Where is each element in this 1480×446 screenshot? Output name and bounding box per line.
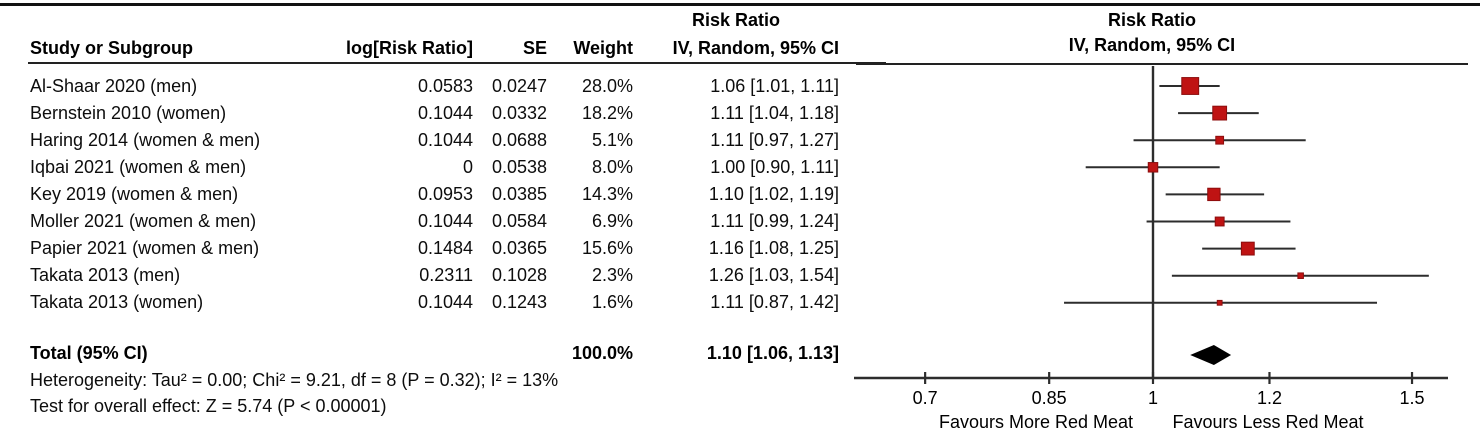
study-label: Haring 2014 (women & men): [30, 129, 261, 150]
study-row: Bernstein 2010 (women) 0.1044 0.0332 18.…: [30, 100, 839, 127]
se-value: 0.0688: [491, 129, 547, 150]
col-header-study: Study or Subgroup: [30, 38, 193, 58]
effect-marker: [1214, 216, 1225, 227]
log-risk-ratio-value: 0.1044: [417, 211, 473, 231]
study-label: Papier 2021 (women & men): [30, 238, 260, 259]
col-header-ci: IV, Random, 95% CI: [672, 38, 839, 58]
study-label: Key 2019 (women & men): [30, 183, 239, 204]
plot-header-underline: [856, 63, 1468, 65]
weight-value: 18.2%: [581, 102, 633, 123]
risk-ratio-ci-value: 1.06 [1.01, 1.11]: [710, 75, 839, 96]
weight-value: 28.0%: [581, 75, 633, 96]
study-row: Key 2019 (women & men) 0.0953 0.0385 14.…: [30, 181, 839, 208]
effect-marker: [1215, 135, 1225, 145]
risk-ratio-ci-value: 1.11 [0.97, 1.27]: [710, 129, 839, 150]
study-label: Al-Shaar 2020 (men): [30, 75, 198, 96]
study-row: Moller 2021 (women & men) 0.1044 0.0584 …: [30, 208, 839, 235]
weight-value: 5.1%: [591, 129, 633, 150]
effect-marker: [1297, 272, 1304, 279]
effect-marker: [1147, 162, 1159, 173]
risk-ratio-ci-value: 1.16 [1.08, 1.25]: [708, 238, 839, 259]
effect-marker: [1240, 241, 1255, 256]
log-risk-ratio-value: 0.1044: [417, 129, 473, 150]
weight-value: 15.6%: [581, 238, 633, 259]
table-header-row: Study or Subgroup log[Risk Ratio] SE Wei…: [30, 35, 839, 62]
effect-marker: [1207, 187, 1221, 202]
effect-marker: [1216, 299, 1223, 306]
total-label: Total (95% CI): [30, 343, 148, 363]
overall-effect-note: Test for overall effect: Z = 5.74 (P < 0…: [30, 396, 387, 416]
risk-ratio-ci-value: 1.00 [0.90, 1.11]: [710, 156, 839, 177]
study-row: Iqbai 2021 (women & men) 0 0.0538 8.0% 1…: [30, 154, 839, 181]
study-label: Takata 2013 (women): [30, 292, 204, 313]
col-header-log-rr: log[Risk Ratio]: [345, 38, 473, 58]
study-row: Takata 2013 (men) 0.2311 0.1028 2.3% 1.2…: [30, 262, 839, 289]
study-row: Haring 2014 (women & men) 0.1044 0.0688 …: [30, 127, 839, 154]
favours-right-label: Favours Less Red Meat: [1172, 412, 1363, 432]
weight-value: 14.3%: [581, 183, 633, 204]
top-rule: [0, 3, 1480, 6]
total-weight: 100.0%: [571, 343, 633, 363]
plot-column-header: IV, Random, 95% CI: [1068, 35, 1236, 55]
total-row: Total (95% CI) 100.0% 1.10 [1.06, 1.13]: [30, 340, 839, 367]
se-value: 0.0247: [491, 75, 547, 96]
total-ci-value: 1.10 [1.06, 1.13]: [706, 343, 839, 363]
col-header-se: SE: [522, 38, 547, 58]
log-risk-ratio-value: 0.0583: [417, 75, 473, 96]
se-value: 0.0385: [491, 183, 547, 204]
log-risk-ratio-value: 0.1484: [417, 238, 473, 259]
se-value: 0.0332: [491, 102, 547, 123]
study-label: Takata 2013 (men): [30, 265, 181, 286]
col-header-weight: Weight: [573, 38, 633, 58]
axis-tick-label: 0.7: [913, 388, 938, 408]
plot-effect-measure-title: Risk Ratio: [1107, 10, 1197, 30]
se-value: 0.0365: [491, 238, 547, 259]
log-risk-ratio-value: 0.0953: [417, 183, 473, 204]
effect-marker: [1181, 77, 1200, 95]
log-risk-ratio-value: 0.2311: [419, 265, 473, 286]
risk-ratio-ci-value: 1.10 [1.02, 1.19]: [708, 183, 839, 204]
study-row: Takata 2013 (women) 0.1044 0.1243 1.6% 1…: [30, 289, 839, 316]
weight-value: 6.9%: [591, 211, 633, 231]
study-label: Iqbai 2021 (women & men): [30, 156, 247, 177]
log-risk-ratio-value: 0: [462, 156, 473, 177]
risk-ratio-ci-value: 1.11 [0.87, 1.42]: [710, 292, 839, 313]
table-header-underline: [28, 62, 886, 64]
study-label: Bernstein 2010 (women): [30, 102, 227, 123]
weight-value: 1.6%: [591, 292, 633, 313]
study-row: Al-Shaar 2020 (men) 0.0583 0.0247 28.0% …: [30, 73, 839, 100]
weight-value: 8.0%: [591, 156, 633, 177]
table-effect-measure-title: Risk Ratio: [691, 10, 781, 30]
log-risk-ratio-value: 0.1044: [417, 102, 473, 123]
axis-tick-label: 1.2: [1257, 388, 1282, 408]
effect-marker: [1212, 105, 1228, 121]
study-row: Papier 2021 (women & men) 0.1484 0.0365 …: [30, 235, 839, 262]
total-diamond: [1190, 345, 1232, 365]
study-label: Moller 2021 (women & men): [30, 211, 257, 231]
axis-tick-label: 1.5: [1400, 388, 1425, 408]
se-value: 0.0584: [491, 211, 547, 231]
axis-tick-label: 0.85: [1032, 388, 1067, 408]
se-value: 0.1028: [491, 265, 547, 286]
risk-ratio-ci-value: 1.11 [0.99, 1.24]: [710, 211, 839, 231]
se-value: 0.1243: [491, 292, 547, 313]
favours-left-label: Favours More Red Meat: [939, 412, 1133, 432]
risk-ratio-ci-value: 1.26 [1.03, 1.54]: [708, 265, 839, 286]
heterogeneity-note: Heterogeneity: Tau² = 0.00; Chi² = 9.21,…: [30, 370, 559, 390]
weight-value: 2.3%: [591, 265, 633, 286]
se-value: 0.0538: [491, 156, 547, 177]
risk-ratio-ci-value: 1.11 [1.04, 1.18]: [710, 102, 839, 123]
log-risk-ratio-value: 0.1044: [417, 292, 473, 313]
axis-tick-label: 1: [1148, 388, 1158, 408]
